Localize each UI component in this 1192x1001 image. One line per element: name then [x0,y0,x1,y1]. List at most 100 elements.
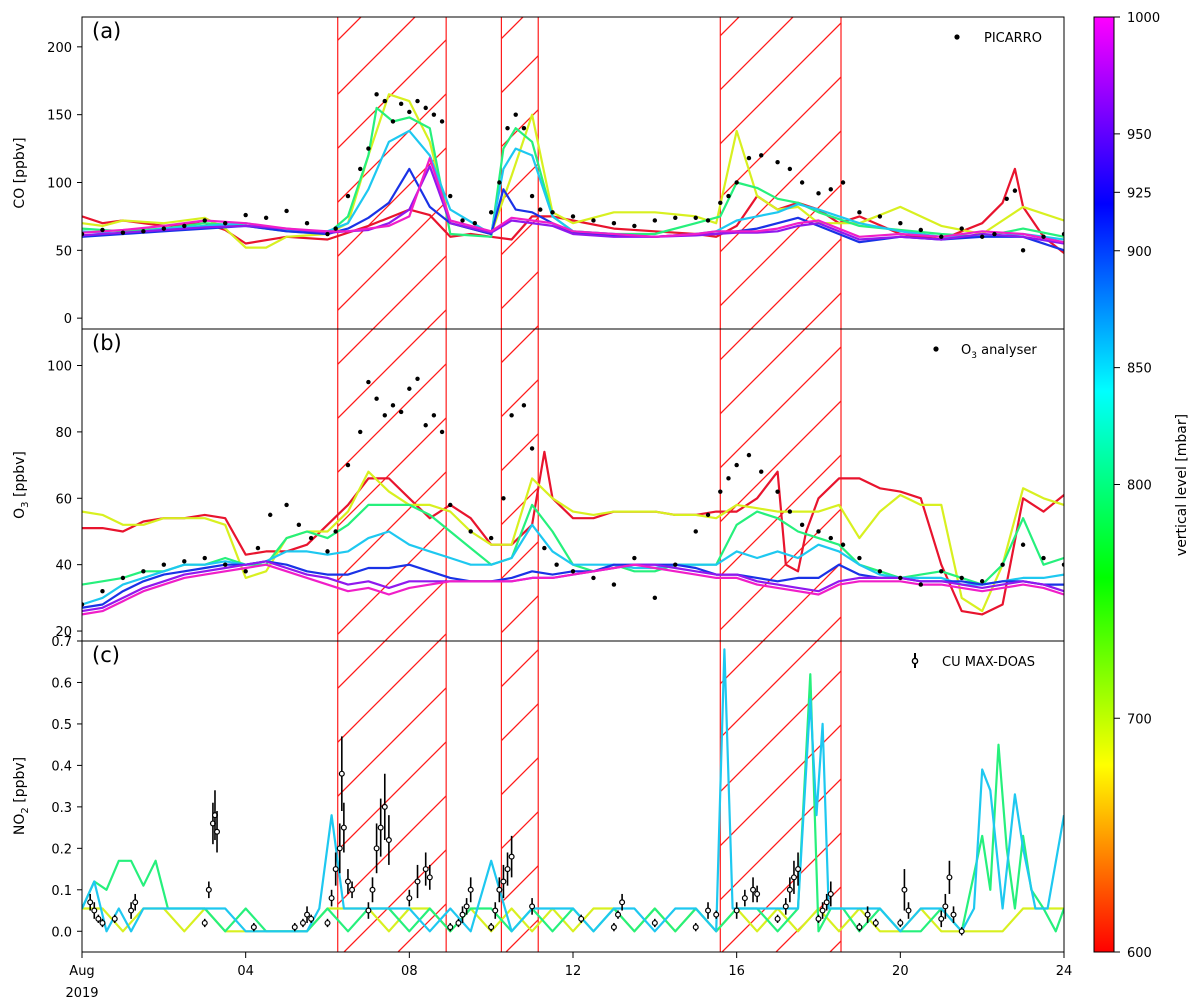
panel-c-frame [81,640,1065,953]
no2-obs-point [332,866,339,873]
o3-obs-point [718,489,723,494]
o3-obs-point [182,559,187,564]
o3-obs-point [734,462,739,468]
o3-obs-point [243,569,248,574]
co-obs-point [959,226,964,231]
co-obs-point [979,234,985,239]
co-obs-point [857,210,862,215]
x-tick-label: 04 [237,964,254,979]
no2-y-tick-label: 0.2 [51,842,72,857]
no2-obs-point [942,903,949,910]
no2-obs-point [463,903,470,910]
o3-obs-point [296,522,302,528]
co-obs-point [787,166,793,172]
no2-obs-point [308,915,315,922]
o3-obs-point [448,502,453,508]
co-obs-point [505,126,510,131]
colorbar-gradient [1093,16,1115,953]
panel-b-label: (b) [92,331,122,355]
no2-obs-point [741,895,748,902]
no2-y-tick-label: 0.4 [51,759,72,774]
no2-line-850mbar [82,648,1064,933]
co-y-tick-label: 200 [47,41,72,56]
panel-b-frame [81,328,1065,642]
legend-b-label: O3 analyser [961,343,1037,361]
o3-obs-point [333,529,338,534]
no2-obs-point [349,886,356,893]
o3-obs-point [100,589,105,594]
o3-obs-point [161,562,167,567]
o3-obs-point [268,512,273,518]
no2-obs-point [299,919,306,926]
x-tick-label: 16 [728,964,745,979]
no2-obs-point [615,911,622,918]
o3-line-950mbar [82,560,1064,613]
o3-obs-point [509,413,514,418]
o3-obs-point [1000,562,1005,567]
o3-obs-point [431,413,437,418]
colorbar-tick-label: 800 [1127,479,1152,494]
o3-obs-point [223,562,228,567]
co-obs-point [100,227,105,233]
co-obs-point [358,166,363,172]
o3-obs-point [979,579,985,584]
co-obs-point [182,223,187,229]
o3-obs-point [325,549,330,554]
o3-obs-point [877,569,883,574]
colorbar-tick-label: 600 [1127,946,1152,961]
co-obs-point [550,210,555,215]
colorbar-tick-label: 700 [1127,712,1152,727]
co-model-lines [82,93,1064,254]
co-obs-point [726,193,731,199]
co-obs-point [448,193,453,199]
no2-obs-point [897,919,904,926]
co-obs-point [243,212,248,218]
hatched-periods-b [337,329,842,641]
no2-obs-point [291,924,298,931]
no2-obs-point [795,866,802,873]
no2-obs-point [132,899,139,906]
no2-obs-point [381,803,388,810]
no2-obs-point [500,878,507,885]
co-obs-point [366,146,371,151]
x-tick-label: Aug [69,964,94,979]
no2-obs-point [365,907,372,914]
co-obs-point [1012,188,1018,193]
o3-obs-point [542,545,547,551]
o3-line-700mbar [82,470,1064,613]
o3-obs-point [1041,555,1046,561]
hatched-period-1 [337,641,447,952]
co-obs-point [1004,196,1009,201]
no2-obs-point [733,907,740,914]
no2-obs-point [864,911,871,918]
co-line-900mbar [82,167,1064,252]
no2-obs-point [819,907,826,914]
co-y-label: CO [ppbv] [12,137,28,208]
co-obs-point [799,180,805,185]
o3-obs-point [840,542,846,547]
o3-obs-point [398,409,404,415]
no2-obs-point [782,903,789,910]
no2-obs-point [856,924,863,931]
co-obs-point [497,180,502,185]
no2-y-tick-label: 0.0 [51,925,72,940]
legend-a-marker [954,34,960,40]
o3-obs-point [632,555,637,561]
no2-obs-point [459,911,466,918]
o3-obs-point [358,429,363,435]
o3-y-tick-label: 20 [55,625,72,640]
o3-obs-point [705,512,711,518]
no2-obs-point [250,924,257,931]
colorbar-tick-label: 900 [1127,245,1152,260]
panel-no2: 0.00.10.20.30.40.50.60.7 (c) NO2 [ppbv] … [12,635,1065,953]
x-tick-label: 08 [401,964,418,979]
o3-y-tick-label: 100 [47,360,72,375]
co-obs-point [538,207,543,212]
co-obs-point [529,193,535,199]
o3-obs-point [673,562,678,567]
no2-obs-point [692,924,699,931]
o3-obs-point [799,522,805,528]
no2-obs-point [827,890,834,897]
co-obs-point [82,231,85,237]
co-obs-point [223,220,228,226]
